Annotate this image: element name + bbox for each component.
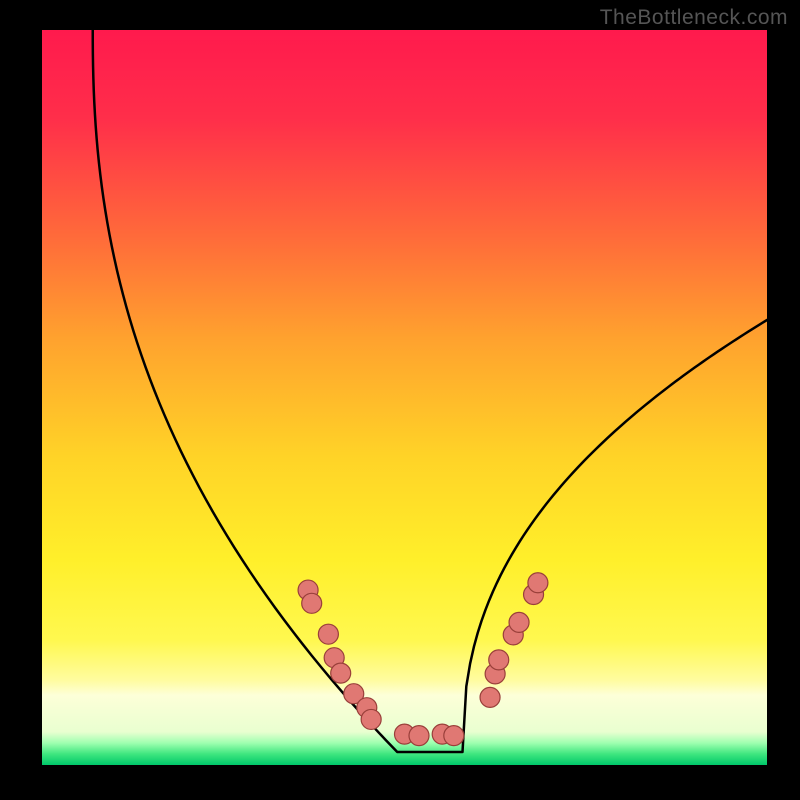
marker-dot — [318, 624, 338, 644]
marker-dot — [409, 726, 429, 746]
marker-dot — [480, 687, 500, 707]
marker-dot — [444, 726, 464, 746]
marker-dot — [361, 709, 381, 729]
chart-svg — [0, 0, 800, 800]
marker-dot — [528, 573, 548, 593]
marker-dot — [509, 612, 529, 632]
marker-dot — [302, 593, 322, 613]
watermark-text: TheBottleneck.com — [600, 6, 788, 30]
marker-dot — [489, 650, 509, 670]
marker-dot — [331, 663, 351, 683]
plot-background — [42, 30, 767, 765]
